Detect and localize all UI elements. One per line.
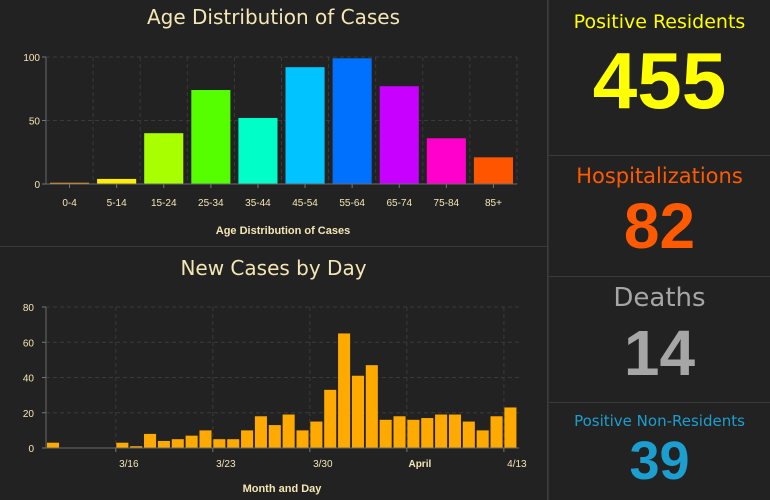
- age-bar-55-64[interactable]: [332, 58, 372, 184]
- age-bar-45-54[interactable]: [285, 67, 325, 184]
- daily-y-tick-label: 60: [23, 338, 35, 349]
- positive-residents-card: Positive Residents 455: [549, 0, 770, 156]
- daily-bar-4/5[interactable]: [393, 416, 406, 448]
- age-chart-bars: [50, 58, 513, 185]
- daily-x-tick-label: 3/16: [119, 459, 139, 470]
- daily-bar-4/10[interactable]: [462, 421, 475, 448]
- age-bar-35-44[interactable]: [238, 117, 278, 184]
- daily-chart-grid: [46, 306, 520, 448]
- daily-bar-4/3[interactable]: [365, 365, 378, 448]
- daily-x-tick-label: 3/23: [216, 459, 236, 470]
- positive-non-residents-label: Positive Non-Residents: [574, 412, 745, 430]
- daily-chart-x-axis-title: Month and Day: [243, 483, 323, 495]
- age-x-tick-label: 75-84: [434, 198, 460, 209]
- new-cases-panel: New Cases by Day 0 20 40 60 80 3/16 3/23 3/30 Ap…: [0, 248, 547, 500]
- age-x-tick-label: 45-54: [292, 198, 318, 209]
- daily-chart-bars: [47, 333, 517, 448]
- daily-y-tick-label: 80: [23, 303, 35, 314]
- positive-non-residents-value: 39: [629, 431, 690, 491]
- positive-residents-value: 455: [592, 36, 727, 125]
- daily-bar-3/31[interactable]: [324, 389, 337, 448]
- age-bar-0-4[interactable]: [50, 182, 90, 185]
- positive-residents-label: Positive Residents: [573, 11, 746, 33]
- age-y-tick-label: 0: [34, 180, 40, 191]
- daily-bar-3/26[interactable]: [254, 416, 267, 448]
- age-y-tick-label: 50: [29, 117, 41, 128]
- daily-bar-3/17[interactable]: [130, 446, 143, 448]
- daily-y-tick-label: 40: [23, 374, 35, 385]
- daily-chart-axes: 0 20 40 60 80 3/16 3/23 3/30 April 4/13: [23, 303, 527, 470]
- daily-bar-4/1[interactable]: [338, 333, 351, 448]
- daily-bar-4/8[interactable]: [435, 414, 448, 448]
- daily-bar-3/16[interactable]: [116, 442, 129, 448]
- hospitalizations-value: 82: [623, 190, 696, 262]
- daily-bar-4/4[interactable]: [379, 419, 392, 448]
- daily-bar-4/7[interactable]: [421, 418, 434, 448]
- daily-chart-title: New Cases by Day: [180, 256, 367, 280]
- daily-bar-3/30[interactable]: [310, 421, 323, 448]
- daily-bar-4/9[interactable]: [448, 414, 461, 448]
- positive-non-residents-card: Positive Non-Residents 39: [549, 403, 770, 500]
- daily-bar-4/11[interactable]: [476, 430, 489, 448]
- age-chart-title: Age Distribution of Cases: [146, 5, 401, 29]
- age-bar-65-74[interactable]: [379, 86, 419, 184]
- daily-bar-4/13[interactable]: [504, 407, 517, 448]
- daily-bar-3/11[interactable]: [47, 442, 60, 448]
- hospitalizations-card: Hospitalizations 82: [549, 156, 770, 277]
- age-bar-5-14[interactable]: [97, 178, 137, 184]
- age-x-tick-label: 55-64: [339, 198, 365, 209]
- deaths-value: 14: [623, 317, 696, 389]
- age-x-tick-label: 15-24: [151, 198, 177, 209]
- age-distribution-chart: 0 50 100 0-4 5-14 15-24 25-34 35-44 45-54 55-64 65…: [23, 53, 518, 237]
- daily-bar-3/23[interactable]: [213, 439, 226, 448]
- age-chart-grid: [46, 56, 518, 184]
- age-x-tick-label: 5-14: [107, 198, 127, 209]
- age-distribution-panel: Age Distribution of Cases 0 50 100 0-4 5-14 1…: [0, 0, 547, 247]
- age-chart-axes: 0 50 100 0-4 5-14 15-24 25-34 35-44 45-54 55-64 65…: [23, 53, 517, 209]
- age-bar-15-24[interactable]: [144, 133, 184, 184]
- daily-y-tick-label: 20: [23, 409, 35, 420]
- age-x-tick-label: 0-4: [62, 198, 77, 209]
- daily-bar-3/20[interactable]: [171, 439, 184, 448]
- daily-bar-3/22[interactable]: [199, 430, 212, 448]
- daily-bar-3/28[interactable]: [282, 414, 295, 448]
- hospitalizations-label: Hospitalizations: [576, 164, 743, 188]
- daily-bar-3/29[interactable]: [296, 430, 309, 448]
- daily-bar-3/18[interactable]: [144, 433, 157, 448]
- age-y-tick-label: 100: [23, 53, 40, 64]
- age-bar-75-84[interactable]: [426, 138, 466, 184]
- age-x-tick-label: 25-34: [198, 198, 224, 209]
- daily-y-tick-label: 0: [28, 444, 34, 455]
- daily-x-tick-label: 4/13: [507, 459, 527, 470]
- age-x-tick-label: 35-44: [245, 198, 271, 209]
- panel-divider: [547, 0, 549, 500]
- age-x-tick-label: 65-74: [386, 198, 412, 209]
- age-bar-25-34[interactable]: [191, 90, 231, 184]
- age-bar-85+[interactable]: [473, 157, 513, 184]
- deaths-label: Deaths: [613, 283, 706, 313]
- daily-bar-4/2[interactable]: [351, 375, 364, 448]
- daily-bar-3/24[interactable]: [227, 439, 240, 448]
- deaths-card: Deaths 14: [549, 277, 770, 403]
- daily-bar-3/27[interactable]: [268, 425, 281, 448]
- daily-x-tick-label: 3/30: [313, 459, 333, 470]
- age-chart-x-axis-title: Age Distribution of Cases: [216, 225, 350, 237]
- age-x-tick-label: 85+: [485, 198, 502, 209]
- daily-bar-4/12[interactable]: [490, 416, 503, 448]
- daily-bar-3/25[interactable]: [241, 430, 254, 448]
- daily-bar-3/19[interactable]: [157, 440, 170, 448]
- daily-bar-3/21[interactable]: [185, 435, 198, 448]
- daily-x-tick-label: April: [408, 459, 431, 470]
- daily-bar-4/6[interactable]: [407, 419, 420, 448]
- new-cases-chart: 0 20 40 60 80 3/16 3/23 3/30 April 4/13 Month and…: [23, 303, 527, 495]
